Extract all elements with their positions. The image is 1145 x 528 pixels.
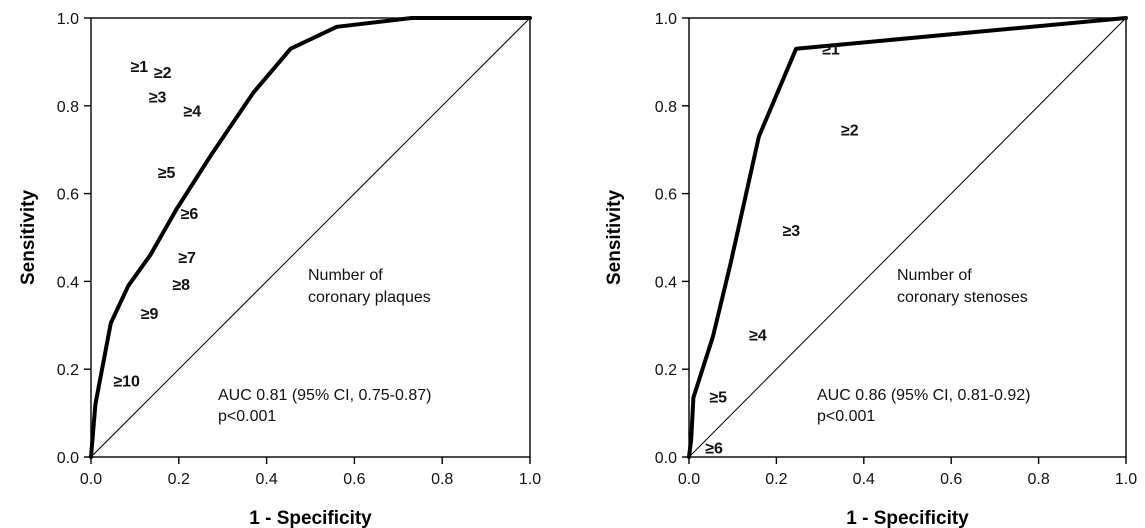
y-tick-label: 0.2 bbox=[57, 362, 79, 379]
y-tick-label: 1.0 bbox=[655, 11, 677, 28]
y-axis-title: Sensitivity bbox=[604, 190, 625, 285]
y-tick-label: 1.0 bbox=[57, 11, 79, 28]
cutoff-label: ≥3 bbox=[149, 90, 167, 107]
cutoff-label: ≥10 bbox=[113, 373, 140, 390]
cutoff-label: ≥1 bbox=[822, 42, 840, 59]
p-value-text: p<0.001 bbox=[218, 408, 276, 425]
x-tick-label: 0.8 bbox=[431, 471, 453, 488]
reference-diagonal bbox=[90, 17, 531, 458]
reference-diagonal bbox=[688, 17, 1127, 458]
x-tick-label: 0.0 bbox=[80, 471, 102, 488]
y-tick-label: 0.4 bbox=[57, 274, 79, 291]
chart-annotation: Number of bbox=[308, 267, 383, 284]
cutoff-label: ≥4 bbox=[749, 327, 767, 344]
chart-annotation: coronary plaques bbox=[308, 289, 431, 306]
y-tick-label: 0.8 bbox=[655, 99, 677, 116]
auc-text: AUC 0.86 (95% CI, 0.81-0.92) bbox=[817, 387, 1030, 404]
y-tick-label: 0.2 bbox=[655, 362, 677, 379]
x-tick-label: 1.0 bbox=[1115, 471, 1137, 488]
x-tick-label: 0.2 bbox=[765, 471, 787, 488]
x-tick-label: 0.6 bbox=[343, 471, 365, 488]
y-tick-label: 0.4 bbox=[655, 274, 677, 291]
x-axis-title: 1 - Specificity bbox=[249, 508, 372, 528]
plot-frame bbox=[90, 17, 531, 458]
roc-chart-plaques: 0.0 0.2 0.4 0.6 0.8 1.0 0.0 0.2 0.4 0.6 0.8 1.0 1 - … bbox=[18, 11, 541, 528]
cutoff-label: ≥4 bbox=[183, 104, 201, 121]
cutoff-label: ≥6 bbox=[705, 440, 723, 457]
y-tick-label: 0.6 bbox=[57, 187, 79, 204]
p-value-text: p<0.001 bbox=[817, 408, 875, 425]
y-axis-title: Sensitivity bbox=[18, 190, 39, 285]
cutoff-label: ≥9 bbox=[141, 306, 159, 323]
cutoff-label: ≥7 bbox=[178, 250, 196, 267]
x-tick-label: 0.6 bbox=[940, 471, 962, 488]
y-tick-label: 0.6 bbox=[655, 187, 677, 204]
cutoff-label: ≥1 bbox=[130, 59, 148, 76]
auc-text: AUC 0.81 (95% CI, 0.75-0.87) bbox=[218, 387, 431, 404]
roc-curve bbox=[89, 16, 532, 459]
x-tick-label: 0.8 bbox=[1027, 471, 1049, 488]
x-axis-title: 1 - Specificity bbox=[846, 508, 969, 528]
x-tick-label: 1.0 bbox=[519, 471, 541, 488]
y-tick-label: 0.0 bbox=[655, 450, 677, 467]
roc-curve bbox=[687, 16, 1128, 459]
plot-frame bbox=[688, 17, 1127, 458]
chart-annotation: coronary stenoses bbox=[897, 289, 1028, 306]
chart-annotation: Number of bbox=[897, 267, 972, 284]
cutoff-label: ≥2 bbox=[154, 65, 172, 82]
x-tick-label: 0.2 bbox=[168, 471, 190, 488]
cutoff-label: ≥2 bbox=[841, 123, 859, 140]
roc-chart-stenoses: 0.0 0.2 0.4 0.6 0.8 1.0 0.0 0.2 0.4 0.6 0.8 1.0 1 - … bbox=[604, 11, 1137, 528]
y-tick-label: 0.0 bbox=[57, 450, 79, 467]
cutoff-label: ≥6 bbox=[181, 206, 199, 223]
y-tick-label: 0.8 bbox=[57, 99, 79, 116]
cutoff-label: ≥5 bbox=[158, 165, 176, 182]
cutoff-label: ≥5 bbox=[709, 390, 727, 407]
cutoff-label: ≥3 bbox=[783, 223, 801, 240]
x-tick-label: 0.0 bbox=[678, 471, 700, 488]
x-tick-label: 0.4 bbox=[853, 471, 875, 488]
cutoff-label: ≥8 bbox=[172, 277, 190, 294]
x-tick-label: 0.4 bbox=[255, 471, 277, 488]
